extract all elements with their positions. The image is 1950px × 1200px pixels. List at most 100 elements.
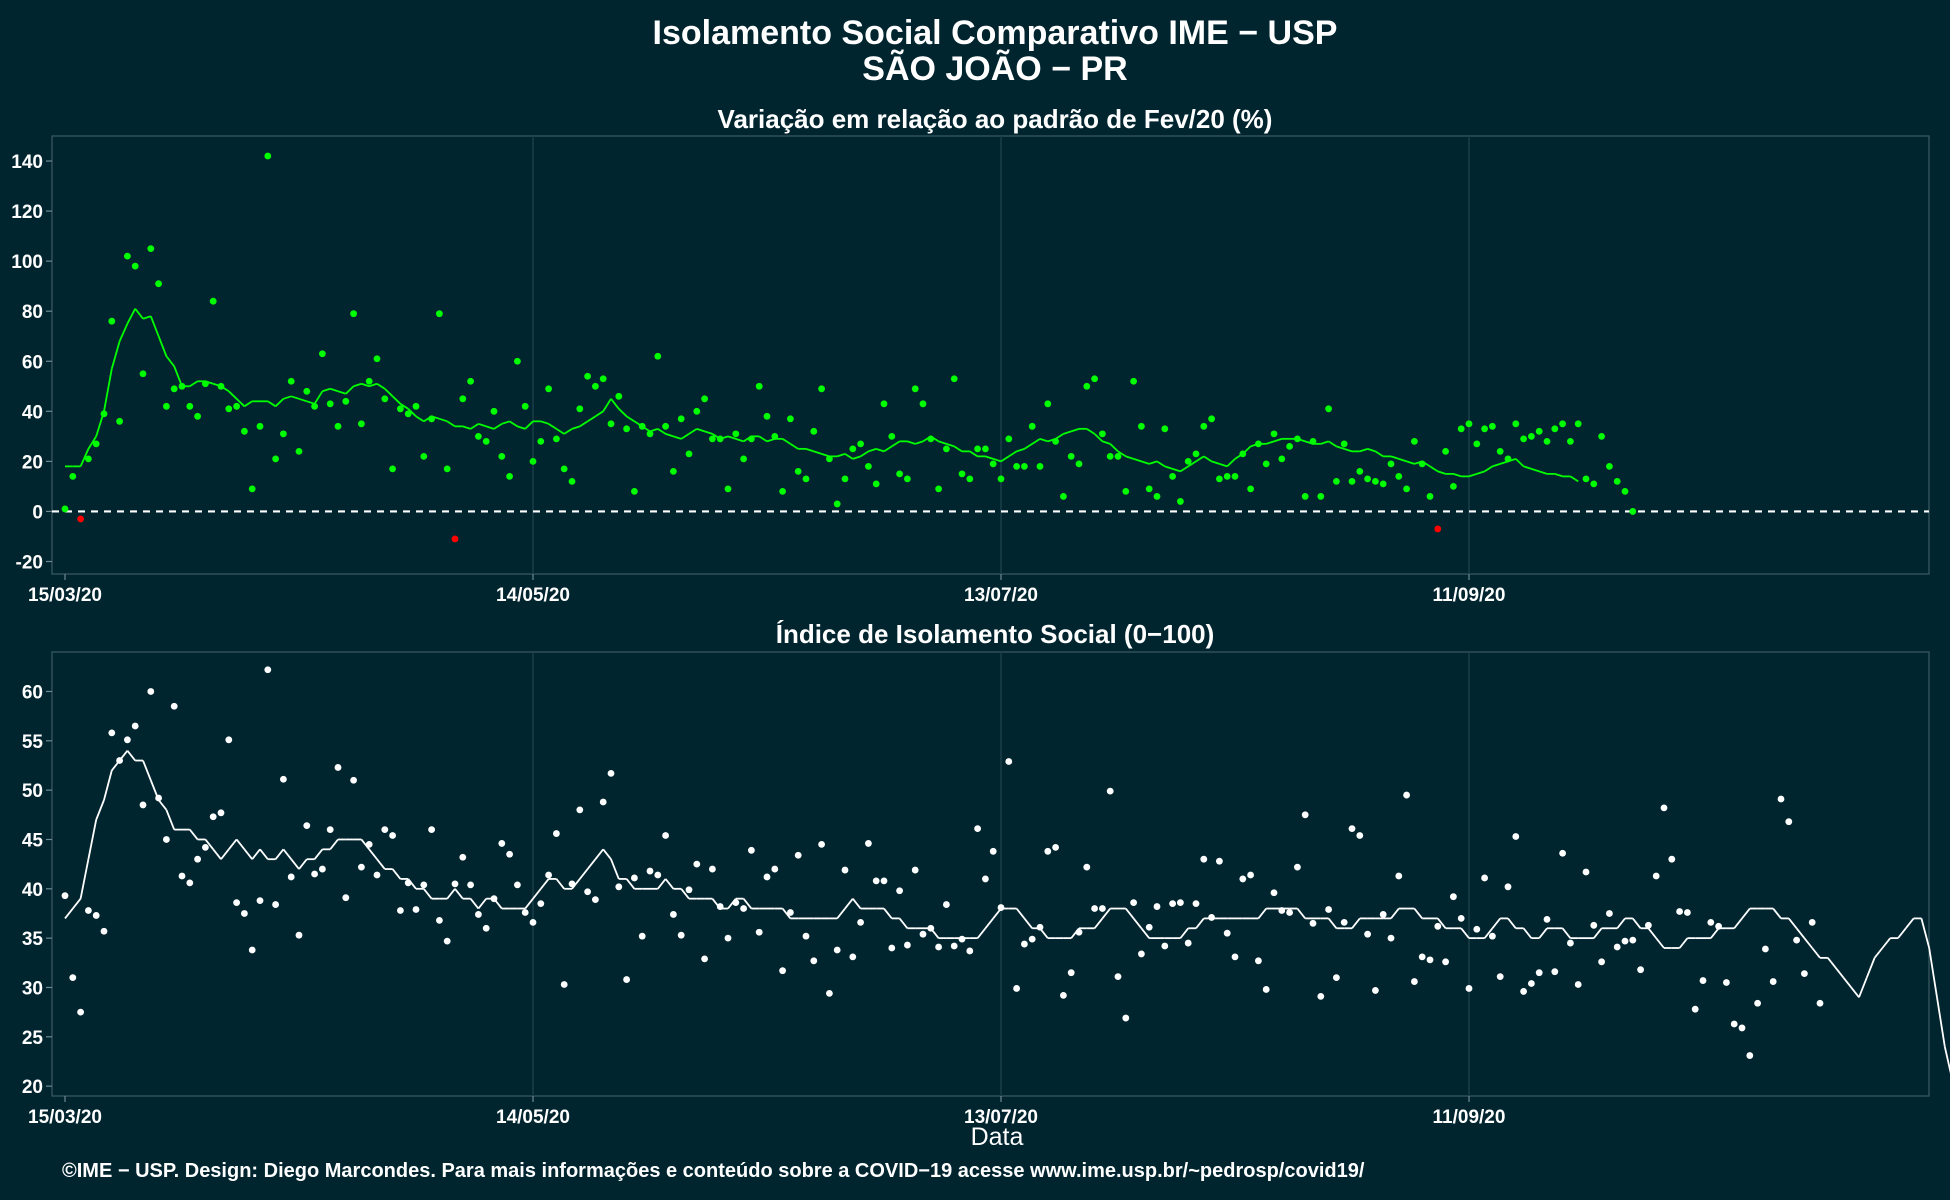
moving-average-segment bbox=[1460, 927, 1470, 939]
moving-average-segment bbox=[87, 819, 98, 860]
daily-data-point bbox=[404, 879, 412, 887]
moving-average-segment bbox=[1834, 967, 1845, 979]
daily-data-point bbox=[1130, 899, 1137, 907]
daily-data-point bbox=[1559, 420, 1566, 428]
daily-data-point bbox=[1309, 437, 1317, 445]
moving-average-segment bbox=[969, 450, 979, 458]
moving-average-segment bbox=[1133, 458, 1142, 463]
daily-data-point bbox=[755, 928, 763, 936]
moving-average-segment bbox=[1453, 473, 1462, 478]
moving-average-segment bbox=[165, 355, 175, 367]
daily-data-point bbox=[904, 475, 911, 483]
daily-data-point bbox=[826, 989, 833, 997]
daily-data-point bbox=[428, 826, 435, 833]
moving-average-segment bbox=[524, 898, 534, 910]
daily-data-point bbox=[1387, 460, 1395, 468]
daily-data-point bbox=[1286, 909, 1293, 916]
daily-data-point bbox=[155, 794, 163, 802]
daily-data-point bbox=[1528, 432, 1535, 440]
daily-data-point bbox=[1114, 973, 1122, 981]
moving-average-segment bbox=[1328, 440, 1337, 448]
moving-average-segment bbox=[337, 390, 347, 395]
y-tick-label: 45 bbox=[22, 830, 44, 851]
moving-average-segment bbox=[1273, 437, 1283, 443]
moving-average-segment bbox=[579, 420, 589, 428]
daily-data-point bbox=[1629, 936, 1637, 944]
moving-average-segment bbox=[540, 420, 549, 425]
moving-average-segment bbox=[274, 848, 285, 860]
moving-average-segment bbox=[1811, 947, 1821, 959]
moving-average-segment bbox=[844, 453, 854, 460]
moving-average-segment bbox=[1827, 957, 1837, 969]
daily-data-point bbox=[264, 152, 272, 160]
daily-data-point bbox=[1294, 435, 1301, 443]
moving-average-segment bbox=[360, 838, 370, 850]
moving-average-segment bbox=[477, 898, 487, 910]
moving-average-segment bbox=[782, 438, 791, 445]
daily-data-point bbox=[412, 402, 420, 410]
daily-data-point bbox=[1083, 382, 1091, 390]
moving-average-segment bbox=[1257, 907, 1267, 919]
daily-data-point bbox=[1052, 843, 1059, 851]
daily-data-point bbox=[1660, 804, 1668, 812]
daily-data-point bbox=[178, 382, 186, 390]
daily-data-point bbox=[631, 874, 638, 882]
daily-data-point bbox=[1177, 899, 1184, 907]
daily-data-point bbox=[623, 976, 630, 983]
daily-data-point bbox=[1496, 447, 1504, 455]
daily-data-point bbox=[521, 909, 529, 916]
daily-data-point bbox=[1489, 422, 1496, 430]
daily-data-point bbox=[966, 947, 974, 955]
daily-data-point bbox=[872, 877, 880, 885]
moving-average-segment bbox=[1125, 455, 1134, 460]
daily-data-point bbox=[1707, 918, 1715, 926]
daily-data-point bbox=[1223, 472, 1231, 480]
daily-data-point bbox=[1270, 430, 1278, 438]
panel-variation: 15/03/20 14/05/20 13/07/20 11/09/20 -20 0 20 40… bbox=[11, 135, 1930, 606]
daily-data-point bbox=[170, 385, 178, 393]
daily-data-point bbox=[1520, 435, 1527, 443]
daily-data-point bbox=[1060, 493, 1067, 500]
daily-data-point bbox=[1036, 923, 1044, 931]
daily-data-point bbox=[1099, 905, 1106, 912]
y-tick-label: 50 bbox=[22, 781, 43, 802]
moving-average-segment bbox=[509, 420, 518, 428]
moving-average-segment bbox=[1070, 427, 1080, 433]
daily-data-point bbox=[1543, 437, 1551, 445]
daily-data-point bbox=[311, 402, 318, 410]
footer-credit: ©IME − USP. Design: Diego Marcondes. Par… bbox=[62, 1160, 1365, 1182]
moving-average-segment bbox=[1093, 917, 1104, 929]
daily-data-point bbox=[420, 452, 428, 460]
moving-average-segment bbox=[1437, 917, 1447, 929]
daily-data-point bbox=[1418, 460, 1426, 468]
moving-average-segment bbox=[1211, 460, 1220, 465]
daily-data-point bbox=[755, 382, 763, 390]
panel-2-title: Índice de Isolamento Social (0−100) bbox=[776, 619, 1215, 649]
moving-average-segment bbox=[423, 888, 433, 900]
daily-data-point bbox=[966, 475, 974, 483]
daily-data-point bbox=[467, 881, 474, 889]
moving-average-segment bbox=[157, 799, 168, 811]
y-tick-label: 40 bbox=[22, 402, 43, 423]
moving-average-segment bbox=[1733, 917, 1743, 929]
daily-data-point bbox=[1333, 974, 1340, 981]
daily-data-point bbox=[1106, 452, 1114, 460]
daily-data-point bbox=[1177, 498, 1184, 505]
daily-data-point bbox=[1262, 986, 1270, 993]
moving-average-segment bbox=[1132, 917, 1143, 929]
daily-data-point bbox=[1036, 462, 1044, 470]
y-tick-label: 20 bbox=[22, 1077, 43, 1098]
daily-data-point bbox=[1028, 422, 1036, 430]
daily-data-point bbox=[163, 836, 170, 843]
daily-data-point bbox=[514, 357, 521, 365]
moving-average-segment bbox=[664, 878, 675, 890]
daily-data-point bbox=[1052, 437, 1059, 445]
moving-average-segment bbox=[1219, 463, 1228, 468]
daily-data-point bbox=[1762, 945, 1769, 953]
y-tick-label: 35 bbox=[22, 929, 44, 950]
daily-data-point bbox=[911, 385, 919, 393]
daily-data-point bbox=[1434, 922, 1442, 930]
moving-average-segment bbox=[212, 848, 222, 860]
daily-data-point bbox=[584, 888, 591, 896]
daily-data-point bbox=[1013, 462, 1020, 470]
